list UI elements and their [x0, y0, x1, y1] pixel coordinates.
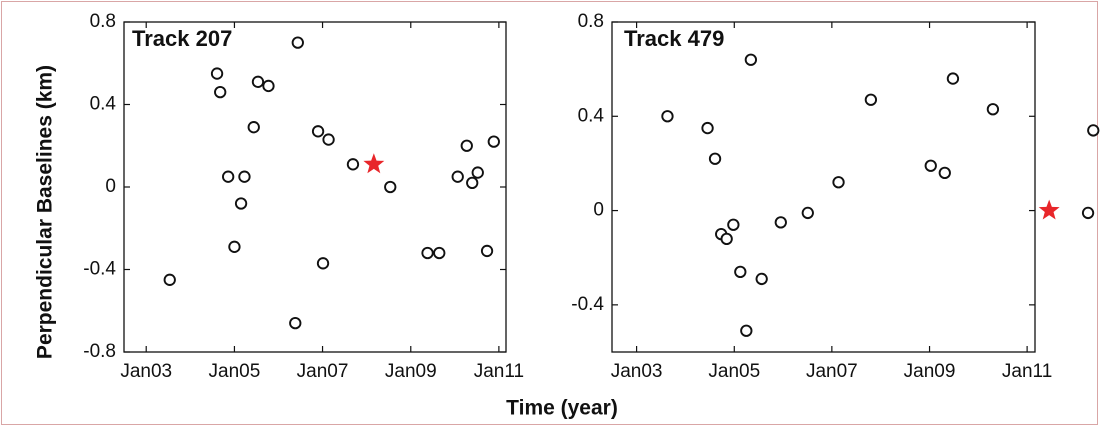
- y-tick-label: 0: [105, 176, 116, 197]
- x-tick-label: Jan07: [297, 361, 349, 382]
- data-point: [755, 272, 768, 286]
- x-axis-label: Time (year): [506, 397, 618, 420]
- data-point: [701, 121, 714, 135]
- data-point: [228, 240, 241, 253]
- data-point: [238, 170, 251, 183]
- panel-title: Track 479: [624, 26, 724, 51]
- data-point: [832, 176, 845, 189]
- y-tick-label: 0.4: [578, 105, 605, 126]
- data-point: [316, 257, 330, 270]
- data-point: [433, 246, 446, 260]
- y-tick-label: -0.4: [83, 259, 116, 280]
- data-point: [322, 133, 335, 146]
- data-point: [262, 79, 275, 93]
- x-tick-label: Jan07: [806, 361, 858, 382]
- data-point: [234, 197, 248, 210]
- data-point: [708, 152, 722, 165]
- x-tick-label: Jan03: [611, 361, 663, 382]
- data-point: [311, 125, 325, 138]
- data-point: [1081, 206, 1095, 220]
- y-tick-label: 0.4: [90, 94, 117, 115]
- data-point: [471, 166, 484, 179]
- x-tick-label: Jan05: [209, 361, 261, 382]
- y-axis-label: Perpendicular Baselines (km): [34, 65, 57, 359]
- data-point: [801, 206, 814, 220]
- panel-track-479: 0.8 0.4 0 -0.4 Jan03 Jan05 Jan07 Jan09 Jan11 Trac…: [571, 11, 1100, 382]
- data-point: [460, 139, 473, 152]
- event-star-icon: [1038, 199, 1060, 220]
- data-point: [289, 316, 302, 330]
- y-tick-label: 0.8: [90, 11, 116, 32]
- data-point: [938, 166, 951, 180]
- data-point: [346, 158, 360, 171]
- plot-area-border: [611, 21, 1036, 353]
- data-point: [727, 218, 740, 231]
- x-tick-label: Jan09: [385, 361, 437, 382]
- data-point: [661, 110, 674, 123]
- data-point: [163, 273, 176, 286]
- data-point: [946, 72, 960, 85]
- data-point: [740, 324, 753, 337]
- data-point: [384, 180, 397, 194]
- y-tick-label: -0.8: [83, 341, 116, 362]
- data-point: [210, 67, 224, 80]
- x-tick-label: Jan05: [708, 361, 760, 382]
- data-point: [774, 216, 787, 229]
- data-point: [986, 103, 1000, 116]
- y-tick-label: -0.4: [571, 294, 604, 315]
- event-star-icon: [363, 153, 385, 174]
- y-tick-label: 0: [593, 200, 604, 221]
- x-tick-label: Jan09: [904, 361, 956, 382]
- plot-area-border: [123, 21, 507, 353]
- data-point: [1087, 124, 1100, 137]
- x-tick-label: Jan03: [120, 361, 172, 382]
- panel-title: Track 207: [132, 26, 232, 51]
- data-point: [487, 135, 500, 148]
- data-point: [421, 246, 434, 260]
- y-tick-label: 0.8: [578, 11, 604, 32]
- data-point: [480, 244, 494, 258]
- x-tick-label: Jan11: [1002, 361, 1052, 382]
- data-point: [222, 170, 235, 183]
- data-point: [251, 75, 265, 88]
- data-point: [214, 85, 227, 99]
- data-point: [451, 170, 464, 183]
- data-point: [924, 159, 937, 172]
- x-tick-label: Jan11: [474, 361, 524, 382]
- data-point: [864, 93, 878, 106]
- data-point: [734, 265, 747, 279]
- data-point: [466, 176, 479, 190]
- data-point: [744, 53, 758, 66]
- data-point: [720, 232, 733, 246]
- data-point: [291, 36, 304, 49]
- data-point: [247, 121, 260, 134]
